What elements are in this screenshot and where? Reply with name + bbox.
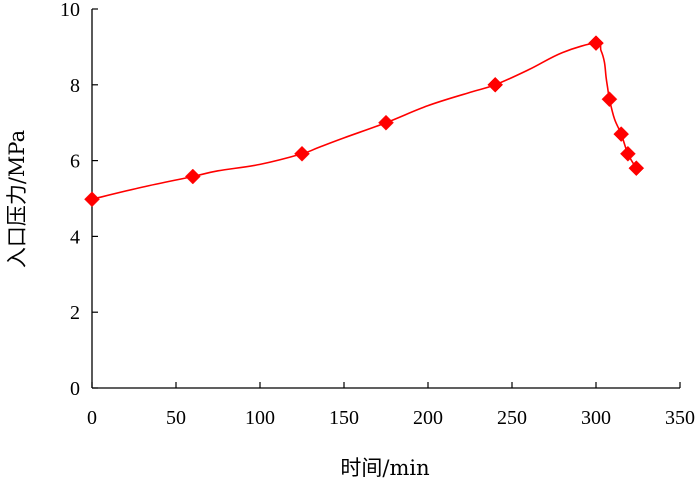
x-axis-ticks: 0 50 100 150 200 250 300 350 — [87, 382, 695, 429]
series-markers — [84, 35, 645, 208]
x-axis-title: 时间/min — [340, 456, 429, 480]
y-tick-label: 0 — [70, 378, 80, 400]
x-tick-label: 150 — [329, 407, 359, 429]
data-point-marker — [84, 191, 100, 208]
data-point-marker — [628, 160, 645, 177]
data-point-marker — [378, 114, 394, 131]
data-point-marker — [487, 76, 504, 93]
data-point-marker — [613, 126, 630, 142]
data-point-marker — [294, 145, 310, 162]
data-point-marker — [588, 35, 604, 51]
data-point-marker — [601, 91, 618, 108]
x-tick-label: 0 — [87, 407, 97, 429]
x-tick-label: 350 — [665, 407, 695, 429]
data-point-marker — [184, 168, 201, 185]
y-axis-ticks: 0 2 4 6 8 10 — [60, 0, 98, 400]
x-tick-label: 200 — [413, 407, 443, 429]
y-tick-label: 2 — [70, 302, 80, 324]
y-axis-title: 入口压力/MPa — [5, 130, 29, 268]
y-tick-label: 8 — [70, 75, 80, 97]
x-tick-label: 300 — [581, 407, 611, 429]
data-point-marker — [620, 145, 636, 162]
y-tick-label: 6 — [70, 151, 80, 173]
series-line — [91, 42, 638, 201]
y-tick-label: 4 — [70, 226, 80, 248]
y-tick-label: 10 — [60, 0, 80, 21]
x-tick-label: 250 — [497, 407, 527, 429]
x-tick-label: 50 — [166, 407, 186, 429]
x-tick-label: 100 — [245, 407, 275, 429]
plot-area — [91, 9, 680, 389]
